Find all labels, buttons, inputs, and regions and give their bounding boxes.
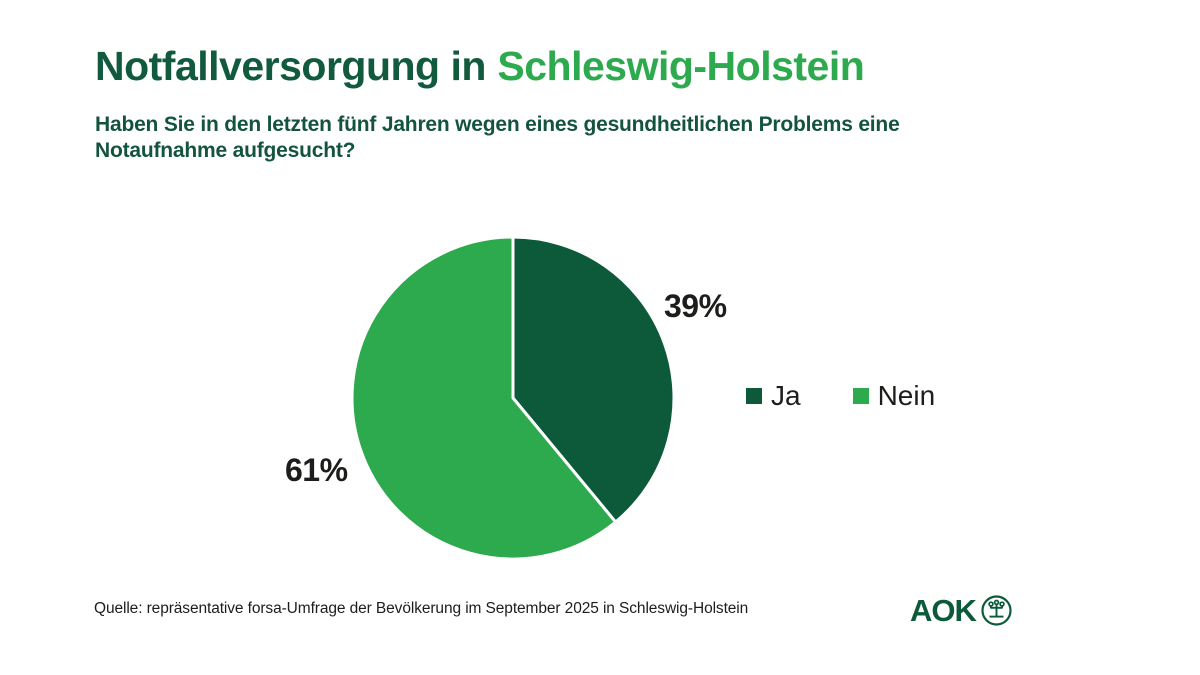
chart-legend: Ja Nein xyxy=(746,382,935,410)
survey-question: Haben Sie in den letzten fünf Jahren weg… xyxy=(95,113,900,162)
pie-slice-nein xyxy=(350,235,618,561)
aok-logo: AOK xyxy=(910,594,1013,627)
legend-item-nein: Nein xyxy=(852,380,936,411)
data-label-ja: 39% xyxy=(664,288,727,324)
legend-item-ja: Ja xyxy=(746,382,801,410)
data-label-nein: 61% xyxy=(285,452,348,488)
pie-chart xyxy=(350,235,676,561)
legend-label-ja: Ja xyxy=(771,380,801,411)
legend-swatch-ja xyxy=(746,388,762,404)
aok-tree-of-life-icon xyxy=(981,595,1012,626)
aok-logo-text: AOK xyxy=(910,593,977,628)
title-part-dark: Notfallversorgung in xyxy=(95,43,486,89)
page-title: Notfallversorgung in Schleswig-Holstein xyxy=(95,42,865,90)
legend-label-nein: Nein xyxy=(877,380,936,411)
source-note: Quelle: repräsentative forsa-Umfrage der… xyxy=(94,600,749,617)
pie-slice-ja xyxy=(511,235,676,524)
legend-swatch-nein xyxy=(852,388,869,404)
title-part-light: Schleswig-Holstein xyxy=(497,43,865,89)
